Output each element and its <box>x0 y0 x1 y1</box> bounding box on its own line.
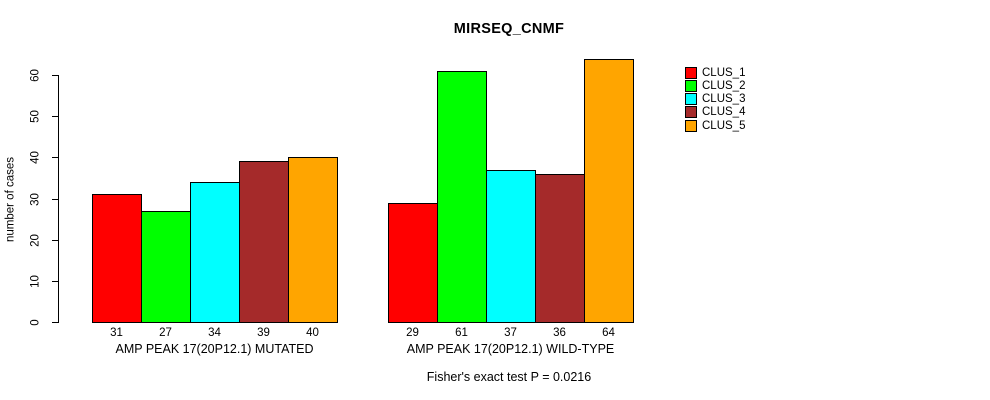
y-tick <box>52 322 58 323</box>
fisher-test-note: Fisher's exact test P = 0.0216 <box>426 370 592 384</box>
bar <box>288 157 338 323</box>
bar <box>92 194 142 323</box>
y-tick <box>52 116 58 117</box>
legend-label: CLUS_2 <box>702 80 746 92</box>
legend-swatch <box>685 80 697 92</box>
bar <box>239 161 289 323</box>
legend-swatch <box>685 106 697 118</box>
y-tick <box>52 157 58 158</box>
legend-label: CLUS_4 <box>702 106 746 118</box>
y-tick <box>52 240 58 241</box>
bar-value-label: 64 <box>602 327 615 339</box>
plot-title: MIRSEQ_CNMF <box>453 21 565 37</box>
y-tick <box>52 75 58 76</box>
y-tick-label: 60 <box>29 68 42 82</box>
y-axis-title: number of cases <box>4 157 17 243</box>
bar-value-label: 37 <box>504 327 517 339</box>
legend-label: CLUS_3 <box>702 93 746 105</box>
legend-label: CLUS_1 <box>702 67 746 79</box>
bar-value-label: 29 <box>406 327 419 339</box>
bar <box>141 211 191 323</box>
bar-value-label: 39 <box>257 327 270 339</box>
bar-value-label: 61 <box>455 327 468 339</box>
bar <box>486 170 536 323</box>
bar <box>388 203 438 323</box>
bar <box>437 71 487 323</box>
bar-value-label: 40 <box>306 327 319 339</box>
y-tick <box>52 199 58 200</box>
bar <box>584 59 634 323</box>
legend-label: CLUS_5 <box>702 120 746 132</box>
bar-value-label: 27 <box>159 327 172 339</box>
bar-value-label: 34 <box>208 327 221 339</box>
x-group-label: AMP PEAK 17(20P12.1) MUTATED <box>115 342 314 356</box>
y-tick <box>52 281 58 282</box>
legend-swatch <box>685 93 697 105</box>
legend-swatch <box>685 120 697 132</box>
bar <box>535 174 585 323</box>
y-axis-line <box>58 75 59 323</box>
bar <box>190 182 240 323</box>
legend-swatch <box>685 67 697 79</box>
bar-value-label: 31 <box>110 327 123 339</box>
bar-value-label: 36 <box>553 327 566 339</box>
x-group-label: AMP PEAK 17(20P12.1) WILD-TYPE <box>406 342 615 356</box>
